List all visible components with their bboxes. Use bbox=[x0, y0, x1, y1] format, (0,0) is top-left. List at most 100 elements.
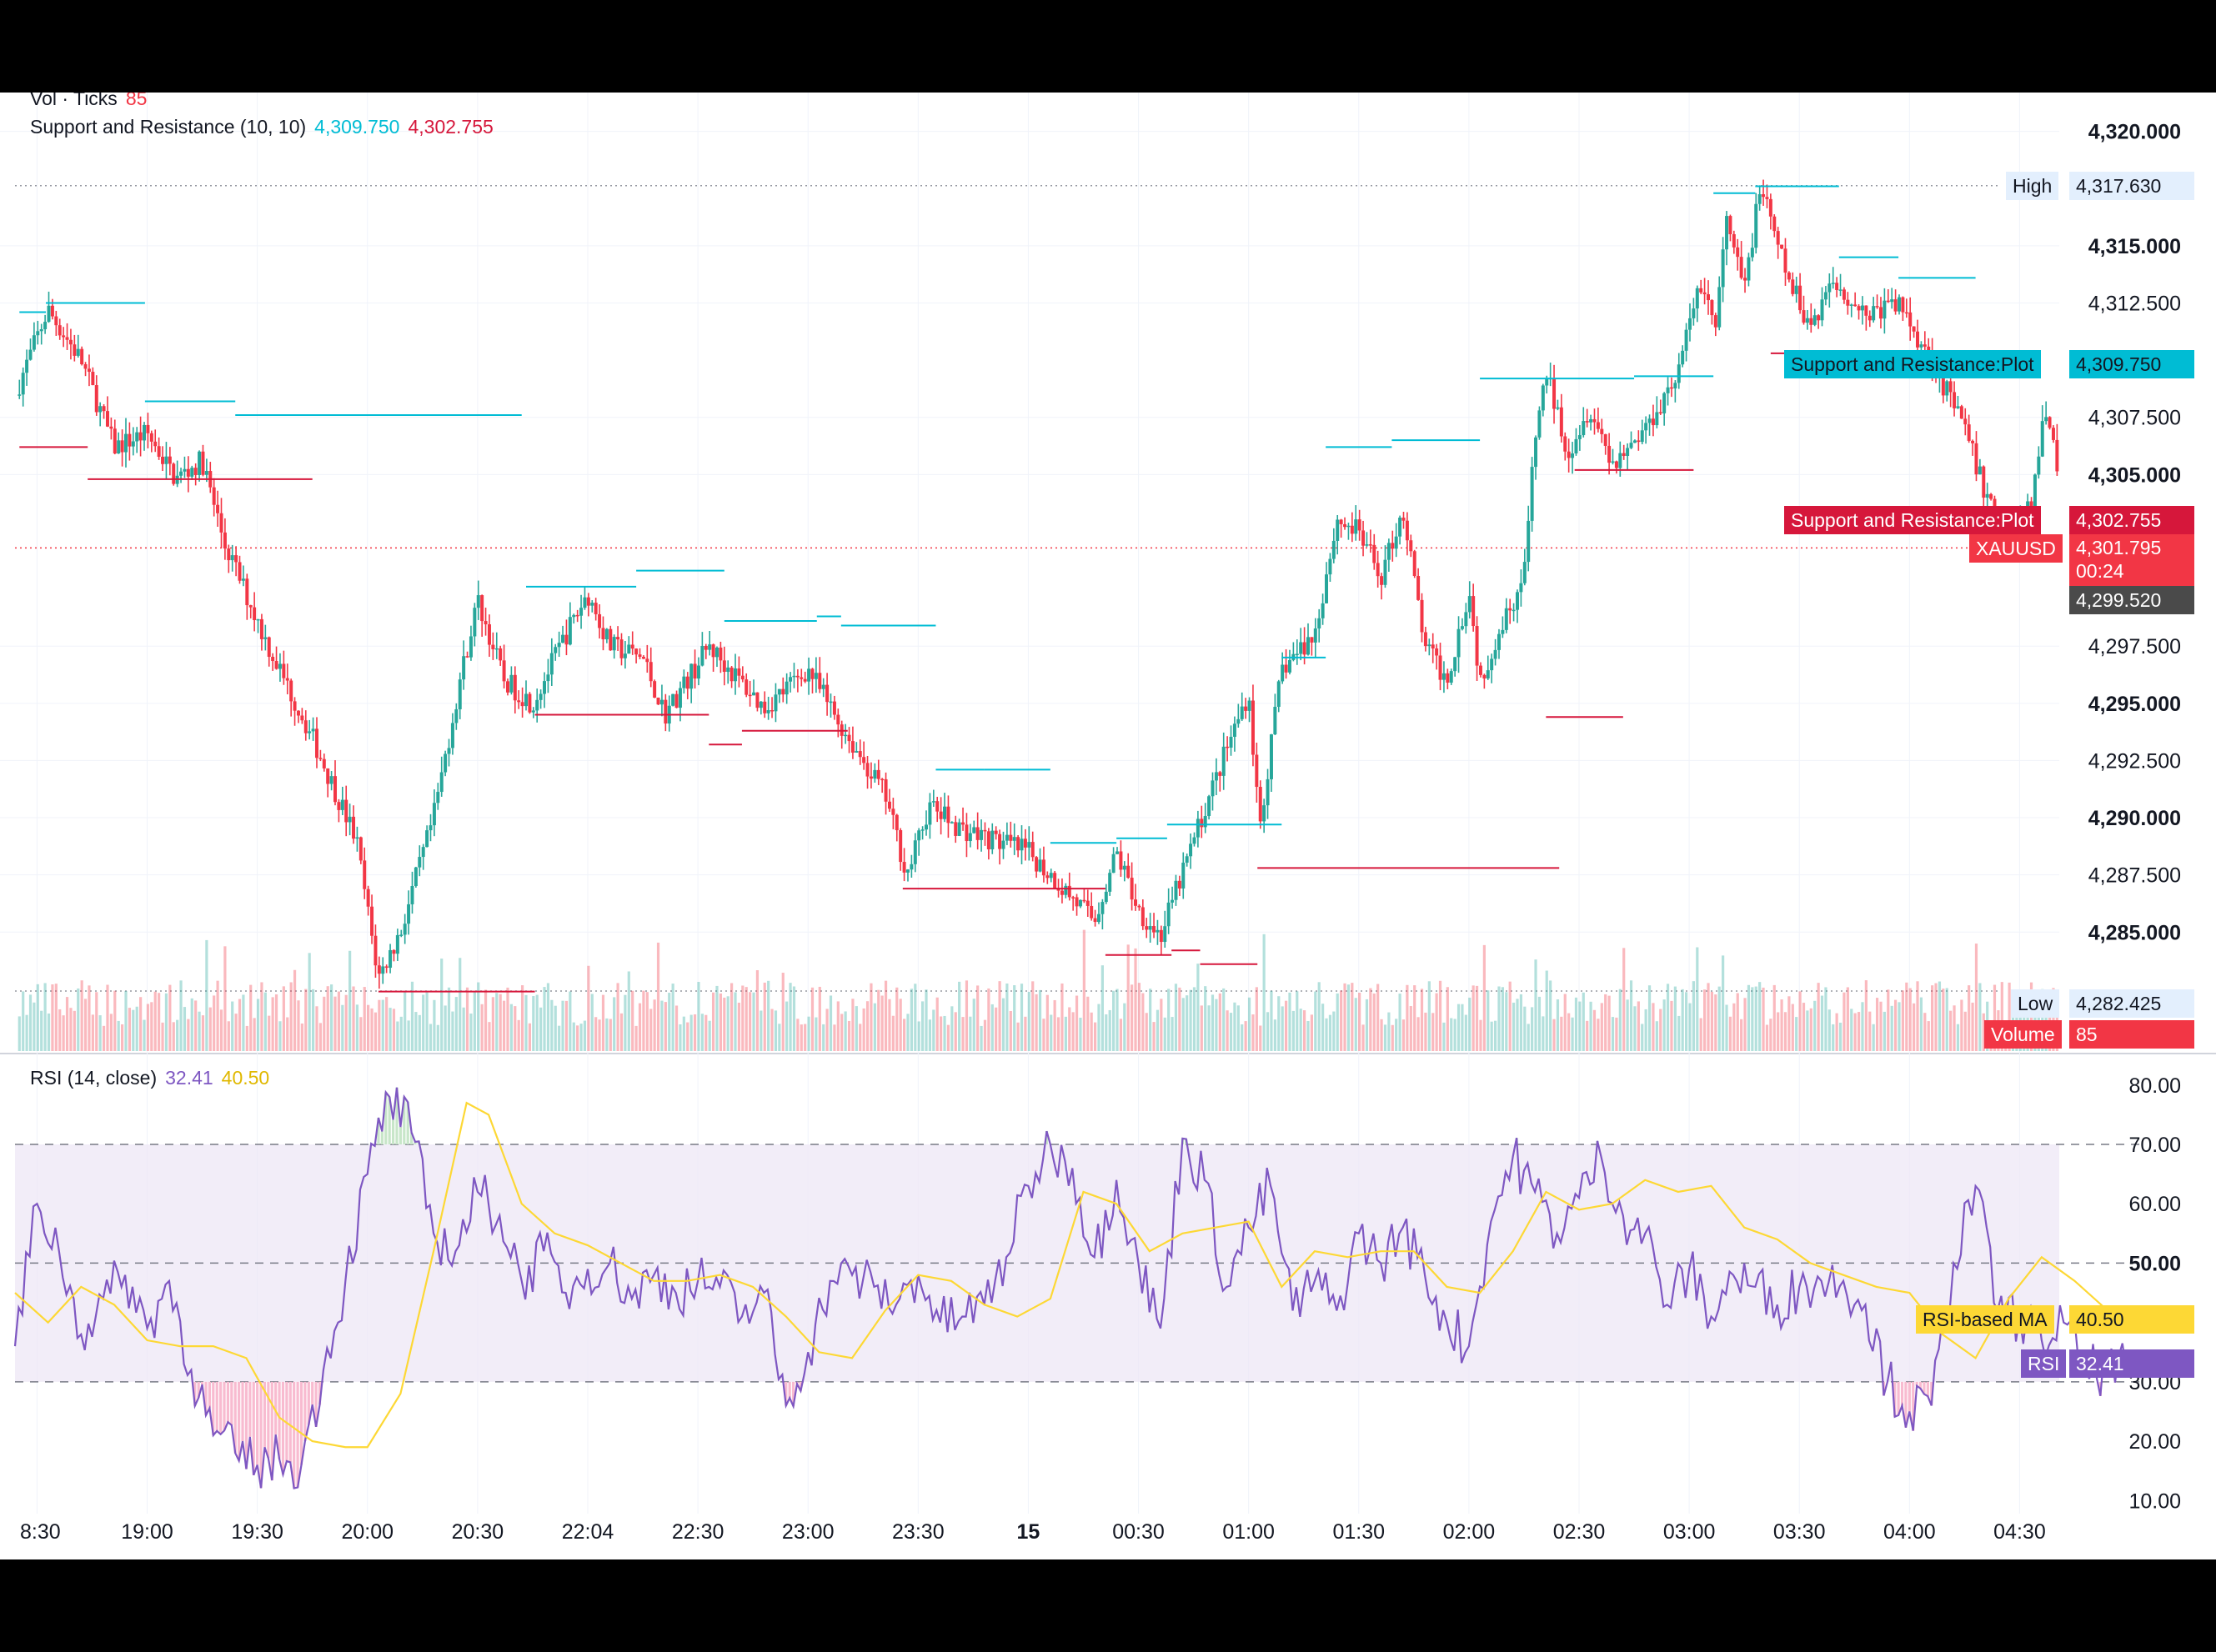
candle-body bbox=[499, 648, 503, 661]
rsi-legend[interactable]: RSI (14, close) 32.41 40.50 bbox=[30, 1067, 278, 1089]
candle-body bbox=[1537, 410, 1542, 438]
volume-bar bbox=[689, 1014, 693, 1051]
volume-bar bbox=[1160, 999, 1163, 1051]
volume-bar bbox=[374, 1012, 378, 1051]
volume-bar bbox=[1475, 985, 1479, 1051]
candle-body bbox=[1516, 592, 1520, 610]
candle-body bbox=[825, 684, 830, 703]
candle-body bbox=[1276, 681, 1281, 708]
candle-body bbox=[1622, 453, 1626, 456]
candle-body bbox=[1295, 653, 1299, 655]
candle-body bbox=[1687, 318, 1692, 330]
volume-bar bbox=[726, 996, 729, 1051]
candlesticks bbox=[18, 179, 2059, 989]
candle-body bbox=[564, 634, 569, 645]
rsi-value-tag: 32.41 bbox=[2069, 1349, 2194, 1378]
countdown-value: 00:24 bbox=[2076, 560, 2124, 582]
candle-body bbox=[1582, 421, 1586, 436]
volume-bar bbox=[311, 989, 315, 1051]
candle-body bbox=[370, 906, 374, 936]
candle-body bbox=[149, 433, 153, 442]
candle-body bbox=[418, 857, 422, 868]
candle-body bbox=[1974, 443, 1978, 475]
volume-bar bbox=[308, 953, 311, 1051]
candle-body bbox=[58, 325, 62, 336]
candle-body bbox=[1927, 346, 1931, 352]
volume-bar bbox=[1813, 1000, 1817, 1051]
time-tick-label: 04:00 bbox=[1883, 1520, 1936, 1544]
candle-body bbox=[543, 681, 547, 694]
volume-bar bbox=[914, 984, 917, 1051]
candle-body bbox=[1820, 299, 1824, 321]
volume-bar bbox=[425, 992, 429, 1051]
volume-bar bbox=[653, 999, 656, 1051]
candle-body bbox=[1420, 599, 1424, 633]
volume-bar bbox=[558, 1025, 561, 1051]
candle-body bbox=[1757, 194, 1762, 204]
volume-bar bbox=[43, 983, 47, 1051]
volume-bar bbox=[624, 994, 627, 1051]
volume-bar bbox=[1247, 997, 1251, 1051]
candle-body bbox=[1398, 518, 1402, 537]
candle-body bbox=[913, 840, 917, 864]
volume-bar bbox=[444, 1005, 447, 1051]
candle-body bbox=[1431, 644, 1435, 648]
candle-body bbox=[594, 603, 598, 614]
volume-bar bbox=[238, 999, 242, 1051]
candle-body bbox=[348, 816, 352, 823]
candle-body bbox=[179, 471, 183, 476]
candle-body bbox=[719, 647, 723, 661]
candle-body bbox=[513, 674, 517, 701]
candle-body bbox=[480, 595, 484, 622]
volume-bar bbox=[1068, 1007, 1071, 1051]
volume-legend[interactable]: Vol · Ticks 85 bbox=[30, 93, 155, 110]
candle-body bbox=[1901, 297, 1905, 313]
candle-body bbox=[502, 660, 506, 682]
volume-bar bbox=[564, 1000, 569, 1051]
price-tick-label: 4,305.000 bbox=[2088, 463, 2181, 487]
candle-body bbox=[619, 639, 624, 658]
candle-body bbox=[1181, 862, 1186, 889]
volume-bar bbox=[1777, 1012, 1780, 1051]
volume-bar bbox=[40, 1010, 43, 1051]
candle-body bbox=[198, 451, 202, 475]
candle-body bbox=[1982, 466, 1986, 498]
volume-bar bbox=[969, 1016, 972, 1051]
candle-body bbox=[494, 648, 499, 650]
volume-bar bbox=[917, 1021, 920, 1051]
time-tick-label: 8:30 bbox=[20, 1520, 61, 1544]
volume-bar bbox=[880, 995, 884, 1051]
candle-body bbox=[539, 693, 543, 700]
candle-body bbox=[1717, 287, 1722, 328]
volume-bar bbox=[1097, 1004, 1100, 1051]
volume-bar bbox=[1644, 1009, 1647, 1051]
sr-legend[interactable]: Support and Resistance (10, 10) 4,309.750… bbox=[30, 116, 502, 138]
candle-body bbox=[183, 468, 187, 472]
volume-bar bbox=[488, 1022, 491, 1051]
candle-body bbox=[1416, 576, 1421, 600]
candle-body bbox=[344, 799, 348, 823]
volume-bar bbox=[77, 988, 80, 1051]
candle-body bbox=[549, 653, 554, 675]
candle-body bbox=[847, 734, 851, 742]
volume-bar bbox=[833, 1024, 836, 1051]
trading-chart[interactable]: 4,320.000 4,315.000 4,312.500 4,307.500 4,30… bbox=[0, 93, 2216, 1559]
volume-bar bbox=[1890, 1005, 1893, 1051]
candle-body bbox=[1702, 292, 1707, 295]
candle-body bbox=[925, 824, 929, 830]
volume-bar bbox=[359, 1017, 363, 1051]
volume-bar bbox=[323, 996, 326, 1051]
volume-bar bbox=[554, 1005, 557, 1051]
candle-body bbox=[1912, 326, 1916, 332]
candle-body bbox=[1835, 283, 1839, 290]
volume-bar bbox=[1071, 1012, 1075, 1051]
volume-bar bbox=[1361, 1024, 1365, 1051]
candle-body bbox=[1380, 576, 1384, 585]
volume-bar bbox=[1119, 1019, 1123, 1051]
candle-body bbox=[1207, 796, 1211, 817]
volume-bar bbox=[1431, 1013, 1435, 1051]
time-tick-label: 02:00 bbox=[1443, 1520, 1496, 1544]
candle-body bbox=[1596, 422, 1600, 429]
volume-bar bbox=[1435, 993, 1438, 1051]
volume-value-tag: 85 bbox=[2069, 1020, 2194, 1049]
